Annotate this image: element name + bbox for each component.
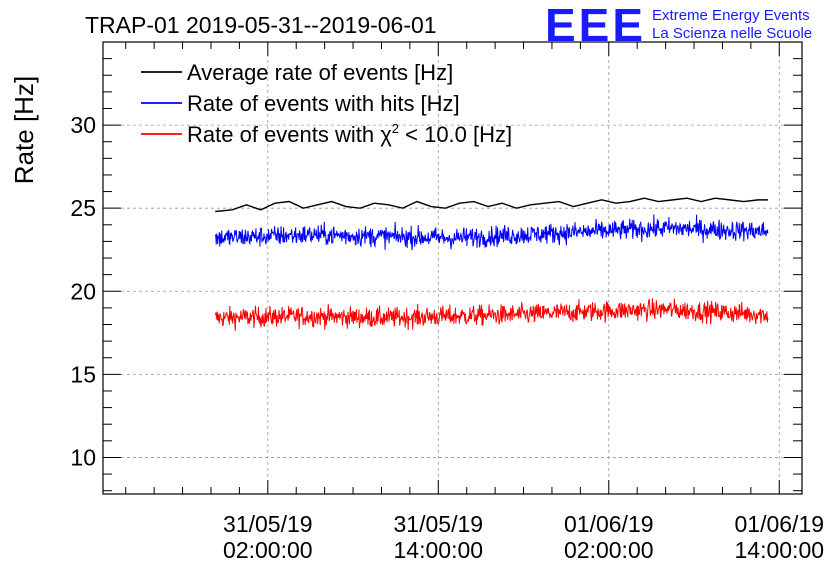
plot-frame — [102, 41, 803, 495]
eee-logo-mark: EEE — [545, 0, 647, 51]
series-line-hits — [214, 214, 769, 251]
y-tick-label: 20 — [70, 278, 96, 304]
legend-label-average: Average rate of events [Hz] — [187, 60, 453, 85]
y-tick-label: 15 — [70, 361, 96, 387]
x-tick-label-time: 14:00:00 — [394, 537, 484, 563]
series-line-average — [215, 197, 768, 213]
x-tick-label-time: 02:00:00 — [223, 537, 313, 563]
x-tick-label-time: 02:00:00 — [564, 537, 654, 563]
y-axis-label: Rate [Hz] — [9, 76, 39, 184]
logo-line-2: La Scienza nelle Scuole — [652, 25, 813, 42]
eee-logo-text: Extreme Energy Events La Scienza nelle S… — [652, 7, 812, 43]
legend-label-hits: Rate of events with hits [Hz] — [187, 91, 460, 116]
eee-logo: EEE Extreme Energy Events La Scienza nel… — [545, 0, 812, 51]
x-tick-labels: 31/05/1902:00:0031/05/1914:00:0001/06/19… — [223, 511, 824, 563]
x-tick-label-date: 31/05/19 — [223, 511, 313, 537]
y-tick-label: 10 — [70, 444, 96, 470]
series-chi2-rate — [214, 298, 769, 331]
axes-ticks — [103, 42, 802, 494]
x-tick-label-date: 01/06/19 — [564, 511, 654, 537]
x-tick-label-date: 01/06/19 — [735, 511, 825, 537]
y-tick-labels: 10 15 20 25 30 — [70, 112, 96, 470]
x-tick-label-time: 14:00:00 — [735, 537, 825, 563]
y-tick-label: 25 — [70, 195, 96, 221]
series-hits-rate — [214, 214, 769, 251]
series-average-rate — [215, 197, 768, 213]
legend-label-chi2: Rate of events with χ2 < 10.0 [Hz] — [187, 121, 512, 147]
grid-lines — [103, 42, 802, 494]
logo-line-1: Extreme Energy Events — [652, 7, 810, 24]
x-tick-label-date: 31/05/19 — [394, 511, 484, 537]
chart-title: TRAP-01 2019-05-31--2019-06-01 — [85, 12, 437, 38]
y-tick-label: 30 — [70, 112, 96, 138]
legend: Average rate of events [Hz] Rate of even… — [141, 60, 512, 147]
series-line-chi2 — [214, 298, 769, 331]
